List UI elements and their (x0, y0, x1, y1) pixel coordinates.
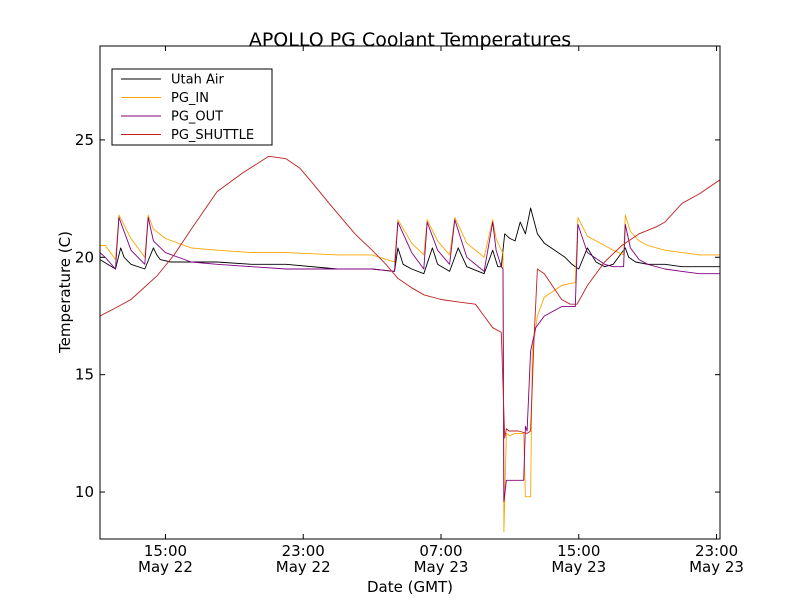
plot-frame (99, 45, 721, 540)
y-tick-label: 15 (75, 366, 94, 384)
x-tick-label-time: 23:00 (695, 542, 738, 560)
legend-label-pg-out: PG_OUT (171, 110, 223, 125)
series-line-pg-in (100, 214, 720, 533)
x-tick-label-time: 15:00 (557, 542, 600, 560)
x-tick-label-time: 07:00 (419, 542, 462, 560)
x-tick-label-date: May 23 (689, 558, 744, 576)
series-line-pg-shuttle (100, 155, 720, 439)
legend-label-utah-air: Utah Air (171, 73, 224, 88)
y-axis-label: Temperature (C) (56, 231, 74, 354)
legend-label-pg-shuttle: PG_SHUTTLE (171, 128, 254, 143)
x-tick-label-date: May 22 (138, 558, 193, 576)
legend-box (111, 68, 273, 146)
legend-label-pg-in: PG_IN (171, 91, 209, 106)
y-tick-label: 25 (75, 131, 94, 149)
x-tick-label-date: May 22 (276, 558, 331, 576)
x-tick-label-date: May 23 (414, 558, 469, 576)
x-tick-label-time: 23:00 (282, 542, 325, 560)
y-tick-label: 10 (75, 483, 94, 501)
legend: Utah Air PG_IN PG_OUT PG_SHUTTLE (111, 68, 273, 146)
x-tick-label-time: 15:00 (144, 542, 187, 560)
x-axis-label: Date (GMT) (367, 578, 453, 596)
chart-title: APOLLO PG Coolant Temperatures (249, 29, 571, 51)
series-line-pg-out (100, 216, 720, 502)
y-tick-label: 20 (75, 248, 94, 266)
x-tick-label-date: May 23 (551, 558, 606, 576)
series-line-utah-air (100, 207, 720, 275)
